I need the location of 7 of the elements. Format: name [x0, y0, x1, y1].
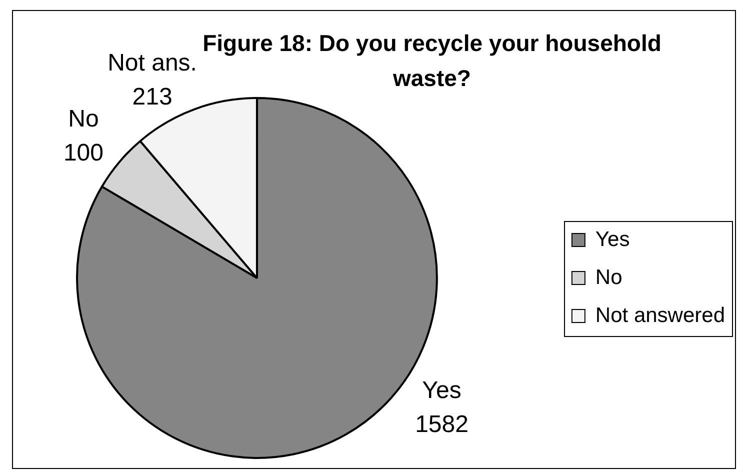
data-label: No 100	[63, 105, 104, 166]
legend-label: Yes	[595, 228, 630, 251]
legend-label: No	[595, 266, 622, 289]
legend-label: Not answered	[595, 304, 726, 327]
chart-title: Figure 18: Do you recycle your household waste?	[202, 30, 662, 92]
data-label: Yes 1582	[415, 376, 468, 438]
data-label: Not ans. 213	[108, 50, 197, 111]
